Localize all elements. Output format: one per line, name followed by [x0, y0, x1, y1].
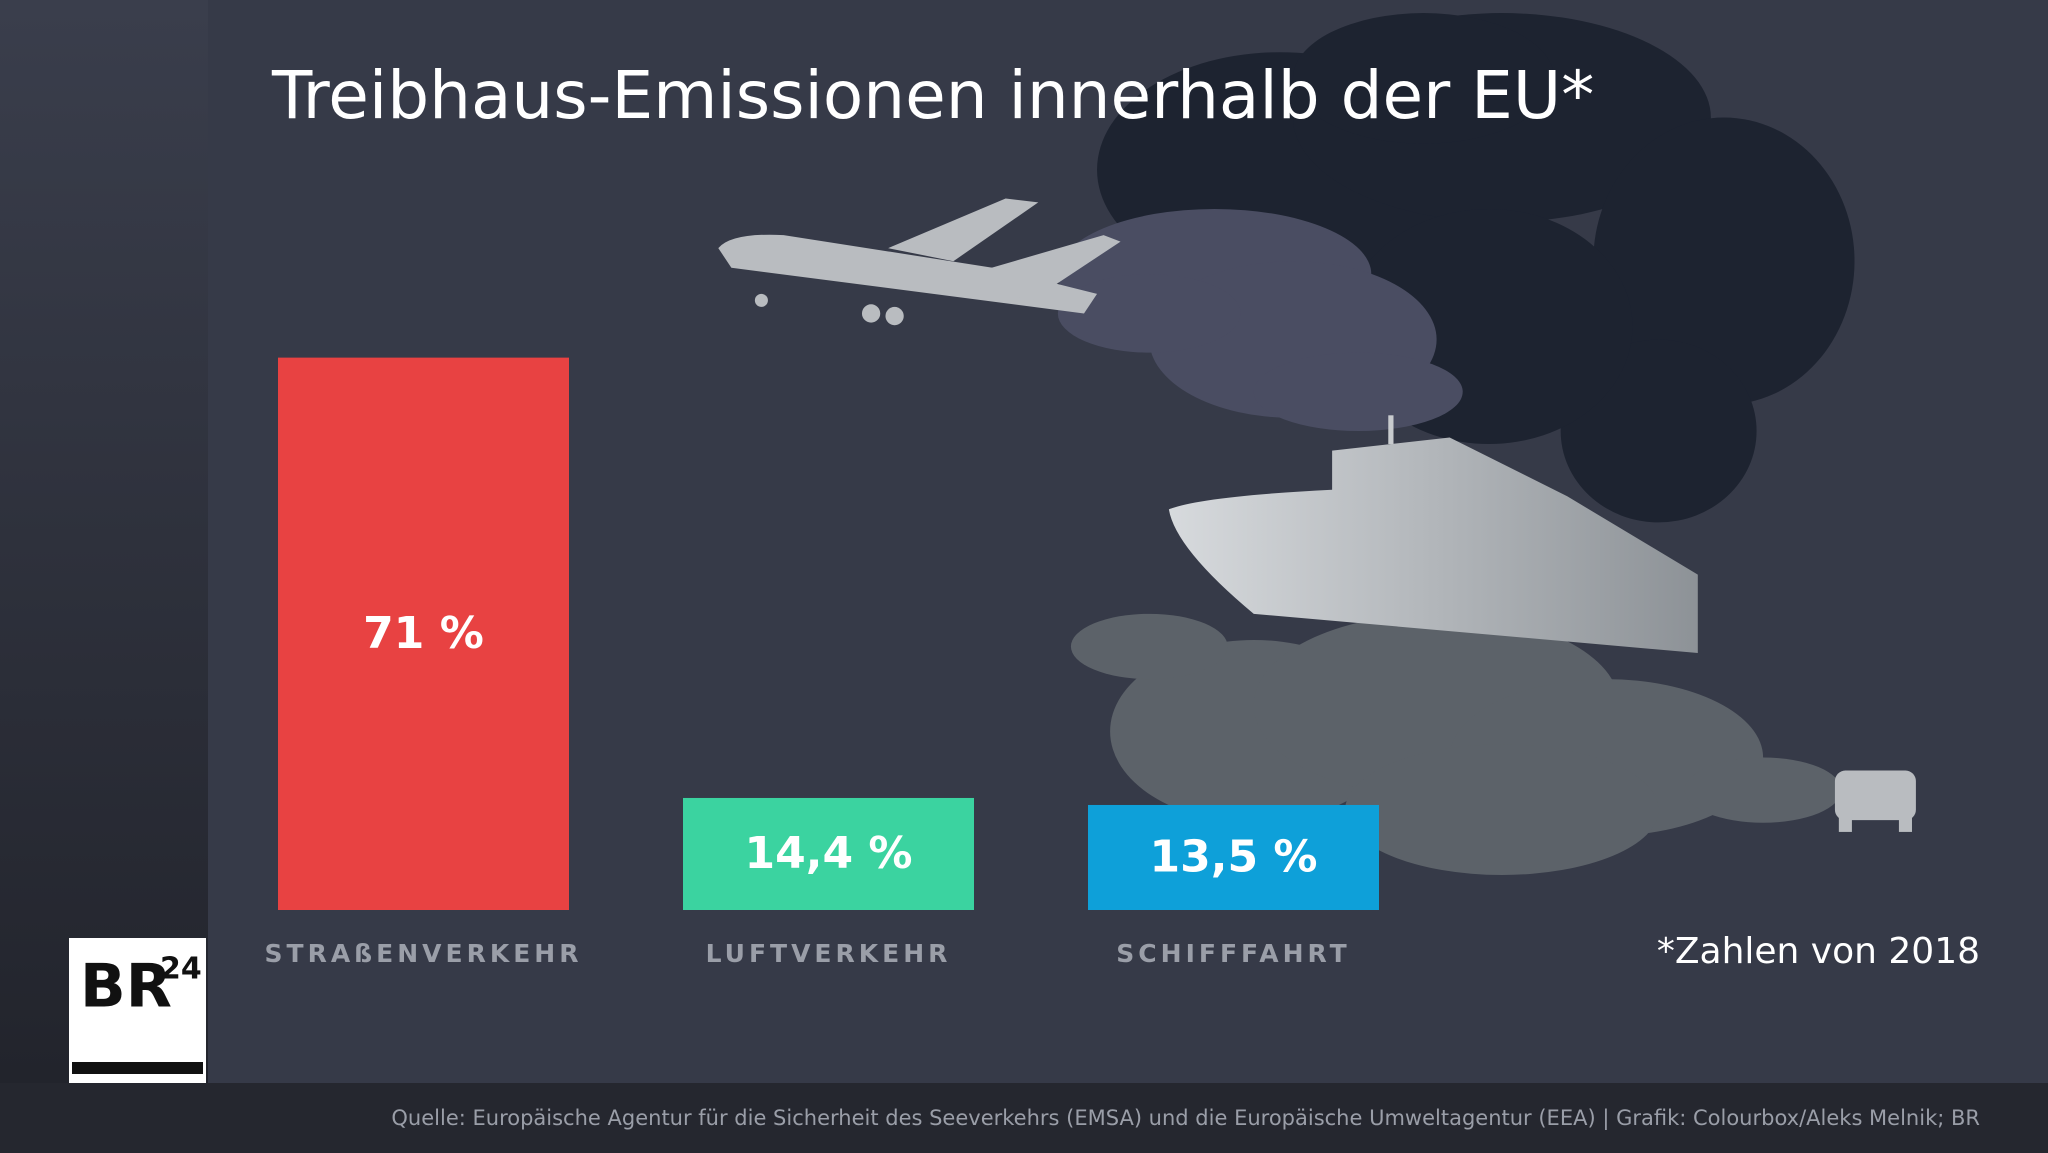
bar — [278, 357, 569, 910]
logo-bar — [72, 1062, 203, 1074]
bar — [1088, 804, 1379, 910]
category-label: SCHIFFFAHRT — [1116, 939, 1350, 968]
logo-sup: 24 — [160, 952, 202, 987]
bar — [683, 797, 974, 910]
value-label: 71 % — [363, 608, 484, 659]
source: Quelle: Europäische Agentur für die Sich… — [391, 1106, 1980, 1131]
title: Treibhaus-Emissionen innerhalb der EU* — [271, 57, 1594, 134]
logo-box — [69, 938, 206, 1083]
illustration — [718, 13, 1916, 876]
footnote: *Zahlen von 2018 — [1657, 931, 1980, 972]
logo-main: BR — [80, 952, 172, 1022]
value-label: 13,5 % — [1150, 831, 1318, 882]
category-label: LUFTVERKEHR — [706, 939, 952, 968]
footer-bar — [0, 1083, 2048, 1153]
value-label: 14,4 % — [745, 828, 913, 879]
side-strip — [0, 0, 208, 1083]
category-label: STRAßENVERKEHR — [265, 939, 583, 968]
